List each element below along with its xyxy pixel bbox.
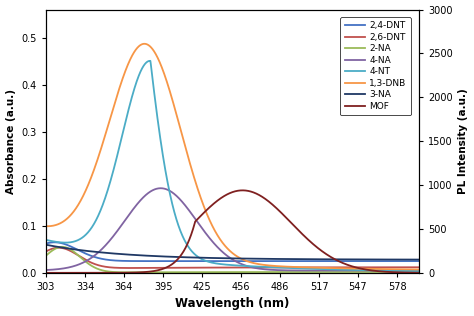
Line: 4-NA: 4-NA [46,188,419,270]
1,3-DNB [142,42,147,46]
4-NA [62,266,67,270]
2,6-DNT [406,265,411,269]
2,4-DNT [225,259,230,263]
1,3-DNB [406,267,411,271]
MOF [43,271,48,275]
Line: 4-NT: 4-NT [46,61,419,271]
2,4-DNT [337,259,343,263]
2,4-DNT [62,242,68,246]
2,6-DNT [127,266,133,270]
2-NA [128,270,133,274]
4-NA [215,245,220,249]
3-NA [405,258,411,261]
MOF [62,271,67,275]
3-NA [416,258,422,261]
MOF [405,271,411,275]
2,6-DNT [215,266,220,270]
1,3-DNB [43,224,48,228]
2-NA [416,270,422,274]
Line: 3-NA: 3-NA [46,245,419,259]
2-NA [43,254,48,258]
1,3-DNB [225,246,230,250]
2,6-DNT [337,265,343,269]
3-NA [43,243,48,246]
2-NA [337,270,343,274]
4-NA [406,269,411,272]
3-NA [405,258,411,261]
4-NT [405,269,411,273]
Line: 1,3-DNB: 1,3-DNB [46,44,419,270]
2,4-DNT [52,240,57,244]
4-NA [225,254,230,258]
3-NA [62,246,67,250]
4-NT [43,238,48,242]
4-NT [147,59,153,63]
1,3-DNB [62,219,67,222]
1,3-DNB [405,267,411,271]
4-NT [406,269,411,273]
MOF [416,271,422,275]
Line: 2,4-DNT: 2,4-DNT [46,242,419,261]
2,4-DNT [215,259,220,263]
1,3-DNB [337,266,343,270]
2,4-DNT [406,259,411,263]
Legend: 2,4-DNT, 2,6-DNT, 2-NA, 4-NA, 4-NT, 1,3-DNB, 3-NA, MOF: 2,4-DNT, 2,6-DNT, 2-NA, 4-NA, 4-NT, 1,3-… [340,17,411,115]
MOF [406,271,411,275]
Y-axis label: Absorbance (a.u.): Absorbance (a.u.) [6,89,16,194]
MOF [337,260,343,264]
2-NA [406,270,411,274]
4-NA [405,269,411,272]
2-NA [60,245,65,249]
2-NA [62,245,68,249]
2,4-DNT [416,259,422,263]
4-NA [158,186,164,190]
Y-axis label: PL Intensity (a.u.): PL Intensity (a.u.) [458,88,468,194]
X-axis label: Wavelength (nm): Wavelength (nm) [175,297,290,310]
4-NT [215,262,220,265]
1,3-DNB [416,268,422,271]
MOF [214,199,220,203]
4-NA [337,269,343,272]
2-NA [215,270,220,274]
2,4-DNT [406,259,411,263]
4-NT [225,263,230,267]
MOF [240,188,246,192]
2,6-DNT [225,266,230,270]
2,6-DNT [62,247,68,251]
4-NA [416,269,422,272]
Line: MOF: MOF [46,190,419,273]
4-NT [416,269,422,273]
2,6-DNT [416,265,422,269]
2,6-DNT [406,265,411,269]
2,4-DNT [43,242,48,246]
4-NT [337,268,343,271]
1,3-DNB [215,233,220,237]
3-NA [337,258,343,261]
2-NA [406,270,411,274]
Line: 2,6-DNT: 2,6-DNT [46,248,419,268]
2-NA [225,270,230,274]
Line: 2-NA: 2-NA [46,247,419,272]
4-NA [43,268,48,272]
4-NT [62,241,67,245]
2,6-DNT [43,250,48,254]
2,4-DNT [252,259,257,263]
3-NA [214,256,220,260]
3-NA [224,256,230,260]
MOF [224,192,230,196]
2,6-DNT [56,246,62,250]
